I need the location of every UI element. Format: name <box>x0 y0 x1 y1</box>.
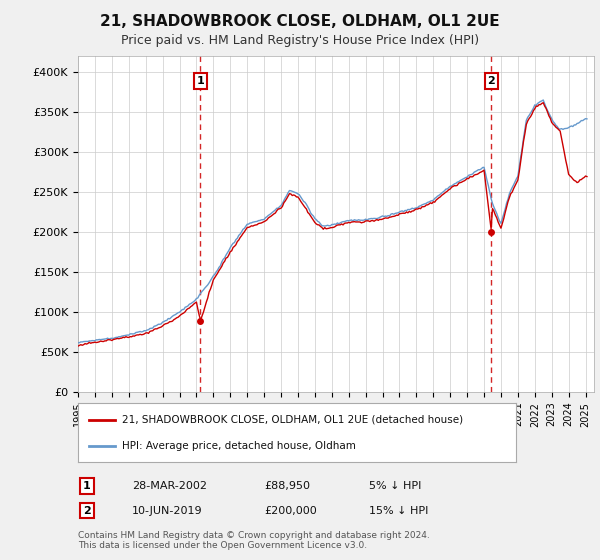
Text: £200,000: £200,000 <box>264 506 317 516</box>
Text: 15% ↓ HPI: 15% ↓ HPI <box>369 506 428 516</box>
Text: £88,950: £88,950 <box>264 481 310 491</box>
Text: HPI: Average price, detached house, Oldham: HPI: Average price, detached house, Oldh… <box>122 441 356 451</box>
Text: 1: 1 <box>197 76 205 86</box>
Text: 5% ↓ HPI: 5% ↓ HPI <box>369 481 421 491</box>
Text: 2: 2 <box>488 76 496 86</box>
Text: 2: 2 <box>83 506 91 516</box>
Text: 28-MAR-2002: 28-MAR-2002 <box>132 481 207 491</box>
Text: 21, SHADOWBROOK CLOSE, OLDHAM, OL1 2UE (detached house): 21, SHADOWBROOK CLOSE, OLDHAM, OL1 2UE (… <box>122 414 463 424</box>
Text: Contains HM Land Registry data © Crown copyright and database right 2024.
This d: Contains HM Land Registry data © Crown c… <box>78 531 430 550</box>
Text: 10-JUN-2019: 10-JUN-2019 <box>132 506 203 516</box>
Text: 1: 1 <box>83 481 91 491</box>
Text: 21, SHADOWBROOK CLOSE, OLDHAM, OL1 2UE: 21, SHADOWBROOK CLOSE, OLDHAM, OL1 2UE <box>100 14 500 29</box>
Text: Price paid vs. HM Land Registry's House Price Index (HPI): Price paid vs. HM Land Registry's House … <box>121 34 479 46</box>
